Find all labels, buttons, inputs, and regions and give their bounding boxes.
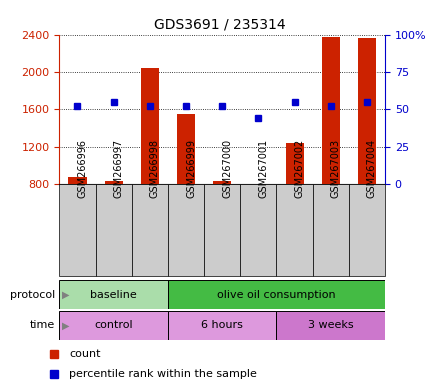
Bar bbox=[105, 180, 123, 184]
Text: ▶: ▶ bbox=[62, 290, 69, 300]
Bar bbox=[358, 38, 376, 184]
Bar bbox=[59, 311, 168, 340]
Bar bbox=[177, 114, 195, 184]
Text: percentile rank within the sample: percentile rank within the sample bbox=[70, 369, 257, 379]
Bar bbox=[240, 184, 276, 276]
Bar bbox=[276, 311, 385, 340]
Bar bbox=[168, 280, 385, 309]
Bar bbox=[276, 184, 313, 276]
Text: GSM267001: GSM267001 bbox=[258, 139, 268, 198]
Bar bbox=[132, 184, 168, 276]
Bar bbox=[249, 184, 268, 185]
Text: olive oil consumption: olive oil consumption bbox=[217, 290, 336, 300]
Text: time: time bbox=[30, 320, 55, 331]
Text: GSM266997: GSM266997 bbox=[114, 139, 124, 198]
Bar bbox=[286, 143, 304, 184]
Text: 6 hours: 6 hours bbox=[201, 320, 243, 331]
Text: GSM267000: GSM267000 bbox=[222, 139, 232, 198]
Bar bbox=[69, 177, 87, 184]
Bar bbox=[349, 184, 385, 276]
Text: GDS3691 / 235314: GDS3691 / 235314 bbox=[154, 17, 286, 31]
Bar bbox=[204, 184, 240, 276]
Bar bbox=[59, 280, 168, 309]
Text: GSM266998: GSM266998 bbox=[150, 139, 160, 198]
Bar bbox=[313, 184, 349, 276]
Text: GSM266996: GSM266996 bbox=[77, 139, 88, 198]
Text: 3 weeks: 3 weeks bbox=[308, 320, 354, 331]
Bar bbox=[213, 180, 231, 184]
Text: ▶: ▶ bbox=[62, 320, 69, 331]
Text: GSM267004: GSM267004 bbox=[367, 139, 377, 198]
Text: GSM267003: GSM267003 bbox=[331, 139, 341, 198]
Text: protocol: protocol bbox=[10, 290, 55, 300]
Bar bbox=[168, 184, 204, 276]
Bar bbox=[59, 184, 95, 276]
Bar bbox=[168, 311, 276, 340]
Bar bbox=[322, 37, 340, 184]
Bar bbox=[141, 68, 159, 184]
Bar bbox=[95, 184, 132, 276]
Text: count: count bbox=[70, 349, 101, 359]
Text: GSM267002: GSM267002 bbox=[294, 139, 304, 198]
Text: baseline: baseline bbox=[90, 290, 137, 300]
Text: control: control bbox=[94, 320, 133, 331]
Text: GSM266999: GSM266999 bbox=[186, 139, 196, 198]
